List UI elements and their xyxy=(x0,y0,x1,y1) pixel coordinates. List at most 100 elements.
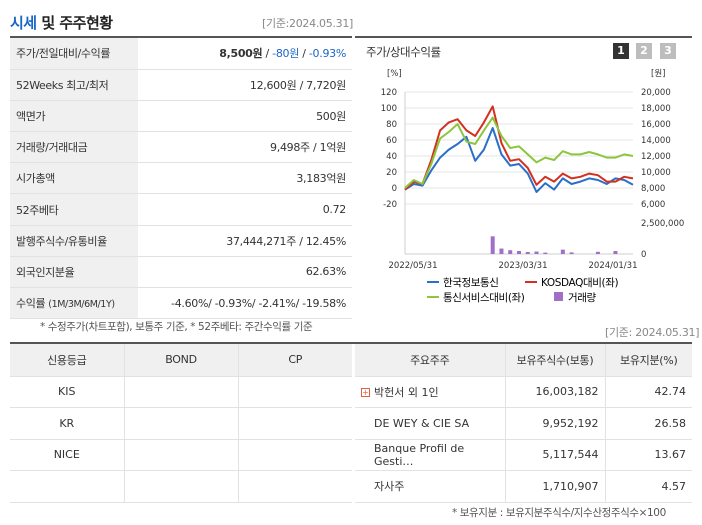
column-header: 보유지분(%) xyxy=(605,344,692,377)
table-row: + 박헌서 외 1인 16,003,182 42.74 xyxy=(355,376,692,408)
table-row: 발행주식수/유통비율 37,444,271주 / 12.45% xyxy=(10,225,352,257)
cp-rating xyxy=(238,439,352,471)
shares-held: 9,952,192 xyxy=(505,407,606,440)
table-row: Banque Profil de Gesti… 5,117,544 13.67 xyxy=(355,439,692,471)
credit-rating-table: 신용등급 BOND CP KIS KR NICE xyxy=(10,344,352,503)
table-row: KIS xyxy=(10,376,352,408)
holder-name: DE WEY & CIE SA xyxy=(355,407,506,440)
table-row: NICE xyxy=(10,439,352,471)
price-note: * 수정주가(차트포함), 보통주 기준, * 52주베타: 주간수익률 기준 xyxy=(40,321,313,333)
volume-bar xyxy=(534,251,539,254)
holders-note: * 보유지분 : 보유지분주식수/지수산정주식수×100 xyxy=(452,507,666,519)
y-tick-label: 60 xyxy=(386,136,397,146)
holding-ratio: 42.74 xyxy=(605,376,692,408)
left-unit: [%] xyxy=(387,69,402,79)
expand-icon[interactable]: + xyxy=(361,388,370,398)
rating-agency xyxy=(10,470,125,503)
volume-tick-label: 0 xyxy=(641,250,646,260)
legend-series-2: KOSDAQ대비(좌) xyxy=(541,277,618,289)
row-value: 12,600원 / 7,720원 xyxy=(138,69,352,101)
row-label: 주가/전일대비/수익률 xyxy=(10,38,138,70)
table-row: DE WEY & CIE SA 9,952,192 26.58 xyxy=(355,407,692,440)
table-row: 시가총액 3,183억원 xyxy=(10,162,352,195)
row-label: 수익률 (1M/3M/6M/1Y) xyxy=(10,287,138,320)
row-value: 500원 xyxy=(138,100,352,133)
table-row: 52Weeks 최고/최저 12,600원 / 7,720원 xyxy=(10,69,352,101)
rating-agency: NICE xyxy=(10,439,125,471)
holding-ratio: 26.58 xyxy=(605,407,692,440)
series-line xyxy=(404,116,634,189)
volume-bar xyxy=(499,248,504,254)
change-rate: -0.93% xyxy=(308,47,346,61)
volume-bar xyxy=(569,252,574,254)
row-value: 0.72 xyxy=(138,193,352,226)
table-row: 수익률 (1M/3M/6M/1Y) -4.60%/ -0.93%/ -2.41%… xyxy=(10,287,352,320)
row-value: 8,500원 / -80원 / -0.93% xyxy=(138,38,352,70)
right-unit: [원] xyxy=(651,69,665,79)
title-suffix: 및 주주현황 xyxy=(41,14,113,32)
chart-title: 주가/상대수익률 xyxy=(366,45,441,59)
current-price: 8,500원 xyxy=(219,47,263,61)
bond-rating xyxy=(124,470,239,503)
chart-tab-2[interactable]: 2 xyxy=(636,43,652,59)
holders-base-date: [기준: 2024.05.31] xyxy=(605,326,700,339)
series-line xyxy=(404,127,634,193)
return-label: 수익률 xyxy=(16,297,46,311)
table-row: 액면가 500원 xyxy=(10,100,352,133)
column-header: 주요주주 xyxy=(355,344,506,377)
page-title: 시세 및 주주현황 xyxy=(10,12,113,33)
chart-tab-3[interactable]: 3 xyxy=(660,43,676,59)
holder-name: Banque Profil de Gesti… xyxy=(355,439,506,471)
title-prefix: 시세 xyxy=(10,14,37,32)
volume-bar xyxy=(517,251,521,254)
table-row: KR xyxy=(10,407,352,440)
series-line xyxy=(404,105,634,191)
bond-rating xyxy=(124,376,239,408)
y2-tick-label: 10,000 xyxy=(641,168,671,178)
column-header: 신용등급 xyxy=(10,344,125,377)
row-label: 거래량/거래대금 xyxy=(10,131,138,164)
y-tick-label: 120 xyxy=(381,88,397,98)
legend-swatch xyxy=(554,292,563,301)
holding-ratio: 13.67 xyxy=(605,439,692,471)
y-tick-label: 80 xyxy=(386,120,397,130)
row-value: -4.60%/ -0.93%/ -2.41%/ -19.58% xyxy=(138,287,352,320)
divider xyxy=(10,342,692,344)
y2-tick-label: 12,000 xyxy=(641,152,671,162)
volume-bar xyxy=(525,251,530,254)
volume-bar xyxy=(490,236,495,254)
table-row: 주가/전일대비/수익률 8,500원 / -80원 / -0.93% xyxy=(10,38,352,70)
legend-series-1: 한국정보통신 xyxy=(443,277,499,289)
divider xyxy=(355,36,692,38)
price-chart: [%] [원] 120 100 80 60 40 20 0 -20 20,000 18,000 1… xyxy=(381,69,685,304)
row-value: 37,444,271주 / 12.45% xyxy=(138,225,352,257)
x-tick-label: 2022/05/31 xyxy=(389,261,438,271)
table-row: 거래량/거래대금 9,498주 / 1억원 xyxy=(10,131,352,164)
row-label: 52주베타 xyxy=(10,193,138,226)
x-tick-label: 2024/01/31 xyxy=(589,261,638,271)
row-value: 9,498주 / 1억원 xyxy=(138,131,352,164)
legend-series-3: 통신서비스대비(좌) xyxy=(443,292,525,304)
rating-agency: KR xyxy=(10,407,125,440)
y-tick-label: 0 xyxy=(392,184,397,194)
price-change: -80원 xyxy=(272,47,300,61)
shares-held: 5,117,544 xyxy=(505,439,606,471)
row-value: 62.63% xyxy=(138,256,352,289)
table-row: 외국인지분율 62.63% xyxy=(10,256,352,289)
column-header: 보유주식수(보통) xyxy=(505,344,606,377)
legend-volume: 거래량 xyxy=(568,292,597,304)
volume-bar xyxy=(595,251,600,254)
column-header: CP xyxy=(238,344,352,377)
major-shareholders-table: 주요주주 보유주식수(보통) 보유지분(%) + 박헌서 외 1인 16,003,… xyxy=(355,344,692,503)
return-period-label: (1M/3M/6M/1Y) xyxy=(48,299,115,311)
divider xyxy=(10,36,352,38)
bond-rating xyxy=(124,407,239,440)
y-tick-label: -20 xyxy=(383,200,397,210)
y-tick-label: 100 xyxy=(381,104,397,114)
y2-tick-label: 20,000 xyxy=(641,88,671,98)
chart-tab-1[interactable]: 1 xyxy=(613,43,629,59)
volume-bar xyxy=(560,249,565,254)
row-label: 52Weeks 최고/최저 xyxy=(10,69,138,101)
y2-tick-label: 16,000 xyxy=(641,120,671,130)
row-label: 발행주식수/유통비율 xyxy=(10,225,138,257)
